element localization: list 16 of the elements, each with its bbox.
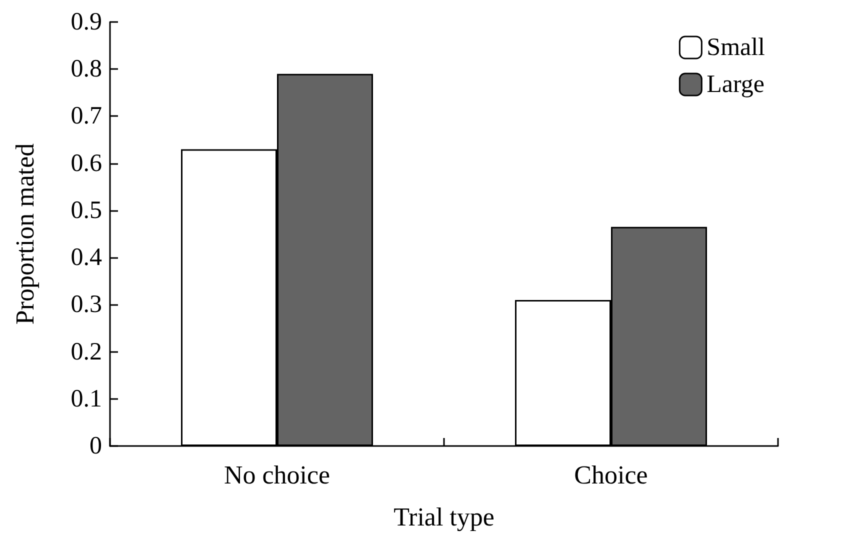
y-tick-label: 0 — [90, 432, 102, 460]
y-tick-label: 0.6 — [70, 150, 102, 177]
x-axis-title: Trial type — [394, 502, 494, 532]
x-tick-label: No choice — [224, 460, 330, 490]
y-tick-label: 0.4 — [70, 244, 102, 272]
y-tick-label: 0.2 — [70, 338, 102, 366]
y-tick-label: 0.1 — [70, 385, 102, 412]
legend-label: Large — [706, 71, 765, 98]
x-tick-label: Choice — [574, 460, 648, 490]
y-tick-label: 0.8 — [70, 56, 102, 83]
y-tick-label: 0.3 — [70, 291, 102, 318]
y-axis-title: Proportion mated — [10, 143, 40, 325]
y-tick-label: 0.5 — [70, 196, 102, 224]
legend-label: Small — [706, 34, 766, 61]
y-tick-label: 0.9 — [70, 8, 102, 36]
y-tick-label: 0.7 — [70, 102, 102, 130]
